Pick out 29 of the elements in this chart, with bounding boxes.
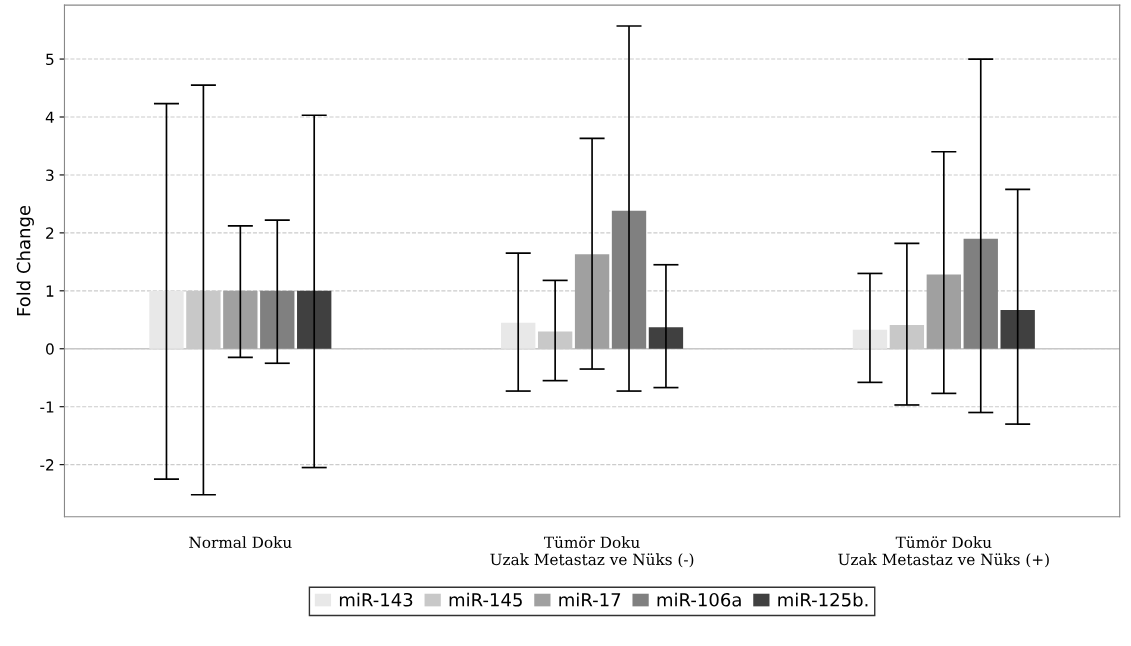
bar	[260, 290, 295, 349]
y-tick-label: -1	[40, 401, 54, 413]
y-tick-label: 4	[45, 111, 54, 123]
legend-label: miR-17	[559, 592, 621, 607]
legend-label: miR-145	[449, 592, 522, 607]
legend-label: miR-125b.	[778, 592, 868, 607]
bar	[297, 290, 332, 349]
y-tick-label: -2	[40, 459, 54, 471]
legend-label: miR-106a	[657, 592, 741, 607]
bar	[149, 290, 184, 349]
y-tick-label: 0	[46, 343, 54, 355]
bar	[926, 274, 961, 349]
bar	[852, 329, 888, 349]
y-tick-label: 1	[46, 285, 54, 297]
x-tick-label: Normal Doku	[189, 536, 292, 549]
y-axis-title: Fold Change	[16, 205, 34, 316]
x-tick-label: Tümör Doku Uzak Metastaz ve Nüks (+)	[838, 536, 1049, 568]
bar	[963, 238, 998, 349]
bar	[611, 210, 647, 349]
y-tick-label: 3	[46, 169, 54, 181]
y-tick-label: 5	[46, 53, 54, 66]
bar	[501, 322, 536, 349]
x-tick-label: Tümör Doku Uzak Metastaz ve Nüks (-)	[490, 536, 694, 568]
bar	[574, 254, 610, 349]
bar	[648, 327, 684, 349]
bar	[1000, 309, 1035, 349]
bar	[223, 290, 258, 349]
legend-label: miR-143	[339, 592, 413, 607]
y-tick-label: 2	[46, 227, 54, 239]
